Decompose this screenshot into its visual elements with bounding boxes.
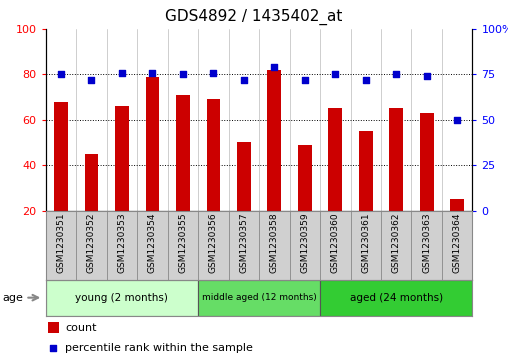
Point (209, 70, 217, 76)
Bar (420, 113, 433, 211)
Text: GSM1230356: GSM1230356 (209, 213, 218, 273)
Bar (359, 131, 372, 211)
Text: GSM1230357: GSM1230357 (239, 213, 248, 273)
Point (453, 117, 461, 123)
Point (87, 77, 96, 83)
Bar (450, 199, 464, 211)
Bar (145, 77, 159, 211)
Text: GSM1230353: GSM1230353 (117, 213, 126, 273)
Point (362, 77, 370, 83)
Point (179, 72, 187, 77)
Bar (328, 109, 342, 211)
Text: GSM1230363: GSM1230363 (422, 213, 431, 273)
Point (301, 77, 309, 83)
Point (240, 77, 248, 83)
Bar (267, 70, 281, 211)
Text: GSM1230362: GSM1230362 (392, 213, 401, 273)
Text: young (2 months): young (2 months) (76, 293, 168, 303)
Text: count: count (65, 323, 97, 333)
Point (331, 72, 339, 77)
Text: GSM1230352: GSM1230352 (87, 213, 96, 273)
Text: GDS4892 / 1435402_at: GDS4892 / 1435402_at (165, 9, 343, 25)
Point (57, 72, 65, 77)
Point (148, 70, 156, 76)
Text: percentile rank within the sample: percentile rank within the sample (65, 343, 253, 353)
Text: GSM1230359: GSM1230359 (300, 213, 309, 273)
Bar (46, 280, 198, 316)
Bar (198, 280, 320, 316)
Bar (115, 106, 129, 211)
Point (392, 72, 400, 77)
Point (270, 64, 278, 70)
Text: GSM1230351: GSM1230351 (56, 213, 66, 273)
Text: age: age (3, 293, 23, 303)
Bar (176, 95, 189, 211)
Point (118, 70, 126, 76)
Text: GSM1230354: GSM1230354 (148, 213, 157, 273)
Text: GSM1230361: GSM1230361 (361, 213, 370, 273)
Bar (320, 280, 472, 316)
Bar (48, 322, 58, 333)
Text: GSM1230355: GSM1230355 (178, 213, 187, 273)
Text: GSM1230360: GSM1230360 (331, 213, 340, 273)
Bar (298, 145, 311, 211)
Text: GSM1230358: GSM1230358 (270, 213, 279, 273)
Bar (237, 142, 250, 211)
Bar (389, 109, 403, 211)
Bar (84, 154, 98, 211)
Text: aged (24 months): aged (24 months) (350, 293, 443, 303)
Bar (54, 102, 68, 211)
Point (423, 73, 431, 79)
Text: GSM1230364: GSM1230364 (453, 213, 462, 273)
Point (325, 235, 333, 241)
Bar (206, 99, 220, 211)
Text: middle aged (12 months): middle aged (12 months) (202, 293, 316, 302)
